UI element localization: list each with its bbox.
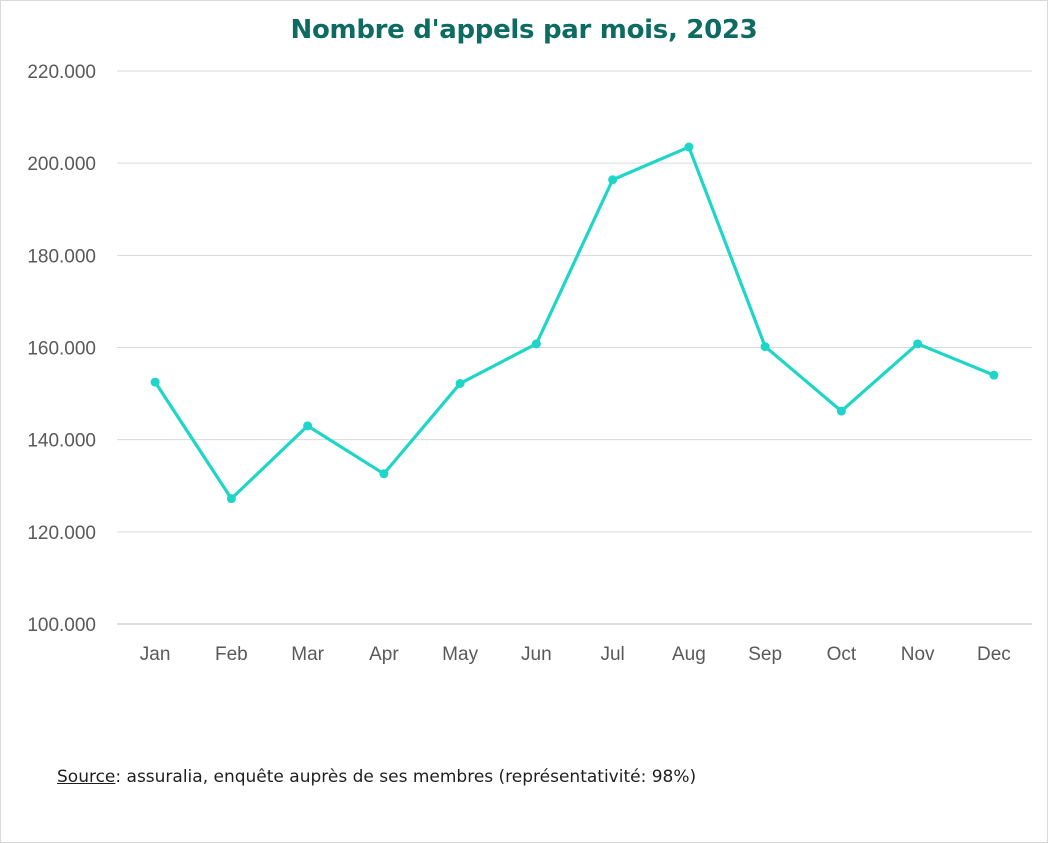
x-tick-label: Jan — [140, 644, 171, 665]
y-tick-label: 120.000 — [27, 523, 96, 544]
chart-title: Nombre d'appels par mois, 2023 — [290, 15, 758, 45]
data-point — [836, 406, 846, 416]
y-tick-label: 220.000 — [27, 62, 96, 83]
data-point — [455, 378, 465, 388]
line-chart: 100.000 120.000 140.000 160.000 180.000 200.0… — [27, 62, 1032, 665]
y-tick-label: 200.000 — [27, 154, 96, 175]
x-tick-label: Sep — [748, 644, 782, 665]
y-tick-label: 180.000 — [27, 246, 96, 267]
data-point — [303, 421, 313, 431]
series-line — [153, 145, 996, 501]
x-tick-label: May — [442, 644, 478, 665]
gridlines — [117, 70, 1032, 625]
data-point — [684, 142, 694, 152]
data-point — [150, 377, 160, 387]
y-tick-label: 160.000 — [27, 339, 96, 360]
x-tick-label: Nov — [901, 644, 935, 665]
x-tick-label: Mar — [291, 644, 324, 665]
data-point — [531, 339, 541, 349]
data-point — [608, 175, 618, 185]
data-point — [760, 342, 770, 352]
source-text: : assuralia, enquête auprès de ses membr… — [115, 767, 697, 787]
x-tick-label: Aug — [672, 644, 706, 665]
data-point — [226, 494, 236, 504]
y-axis-ticks: 100.000 120.000 140.000 160.000 180.000 200.0… — [27, 62, 96, 636]
x-tick-label: Jun — [521, 644, 552, 665]
x-axis-ticks: Jan Feb Mar Apr May Jun Jul Aug Sep Oct Nov Dec — [140, 644, 1011, 665]
x-tick-label: Oct — [827, 644, 857, 665]
data-point — [913, 339, 923, 349]
x-tick-label: Dec — [977, 644, 1011, 665]
y-tick-label: 140.000 — [27, 431, 96, 452]
x-tick-label: Apr — [369, 644, 399, 665]
source-label: Source — [57, 767, 116, 787]
data-point — [379, 469, 389, 479]
series-group — [150, 142, 999, 504]
y-tick-label: 100.000 — [27, 615, 96, 636]
data-point — [989, 370, 999, 380]
x-tick-label: Feb — [215, 644, 248, 665]
source-note: Source: assuralia, enquête auprès de ses… — [57, 767, 696, 787]
x-tick-label: Jul — [600, 644, 624, 665]
